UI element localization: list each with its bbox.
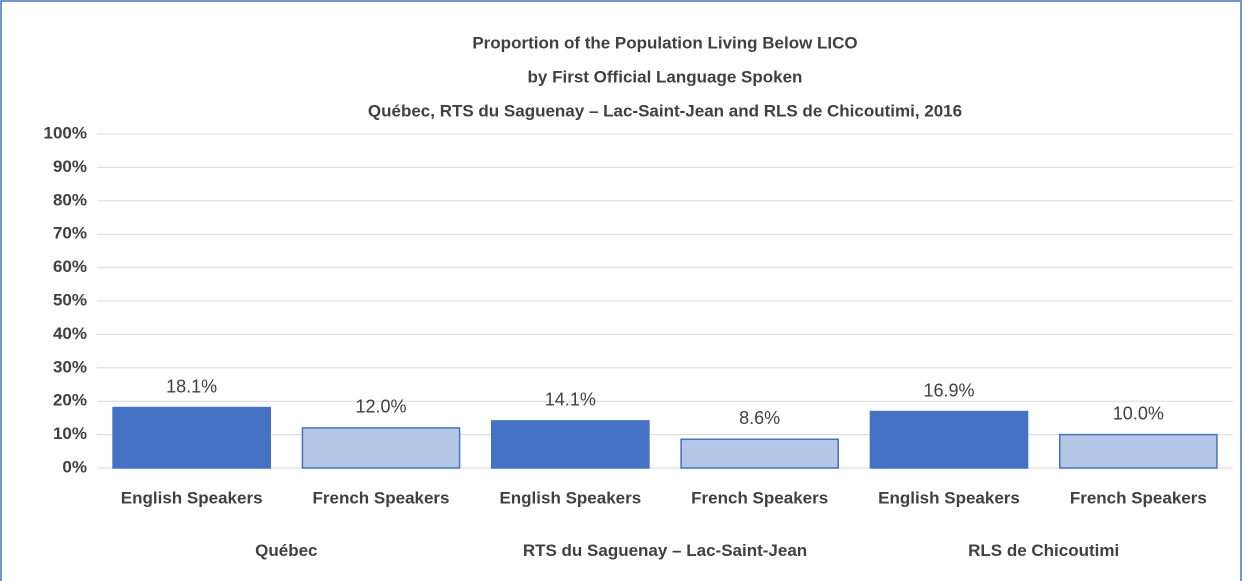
bar — [1059, 433, 1218, 469]
data-label: 12.0% — [355, 397, 406, 417]
chart-title: Proportion of the Population Living Belo… — [472, 33, 857, 52]
group-label: Québec — [255, 541, 318, 560]
data-label: 10.0% — [1113, 403, 1164, 423]
chart-title: Québec, RTS du Saguenay – Lac-Saint-Jean… — [368, 101, 962, 120]
x-tick-label: English Speakers — [121, 488, 263, 507]
x-tick-label: French Speakers — [691, 488, 828, 507]
y-tick-label: 60% — [53, 257, 87, 276]
x-tick-label: English Speakers — [499, 488, 641, 507]
y-tick-label: 30% — [53, 357, 87, 376]
y-tick-label: 70% — [53, 224, 87, 243]
data-label: 16.9% — [923, 380, 974, 400]
x-tick-label: French Speakers — [312, 488, 449, 507]
bar — [680, 438, 839, 469]
x-tick-label: French Speakers — [1070, 488, 1207, 507]
data-label: 8.6% — [739, 408, 780, 428]
group-label: RLS de Chicoutimi — [968, 541, 1120, 560]
bar — [869, 410, 1029, 469]
y-tick-label: 90% — [53, 157, 87, 176]
y-tick-label: 20% — [53, 391, 87, 410]
y-tick-label: 0% — [62, 457, 87, 476]
data-label: 14.1% — [545, 390, 596, 410]
bar — [491, 420, 650, 469]
group-label: RTS du Saguenay – Lac-Saint-Jean — [522, 541, 808, 560]
x-tick-label: English Speakers — [878, 488, 1020, 507]
bar — [301, 427, 461, 469]
chart-title: by First Official Language Spoken — [528, 67, 803, 86]
y-tick-label: 10% — [53, 424, 87, 443]
y-tick-label: 100% — [44, 123, 87, 142]
bar — [112, 406, 271, 469]
y-tick-label: 80% — [53, 190, 87, 209]
y-tick-label: 40% — [53, 324, 87, 343]
data-label: 18.1% — [166, 376, 217, 396]
y-tick-label: 50% — [53, 290, 87, 309]
